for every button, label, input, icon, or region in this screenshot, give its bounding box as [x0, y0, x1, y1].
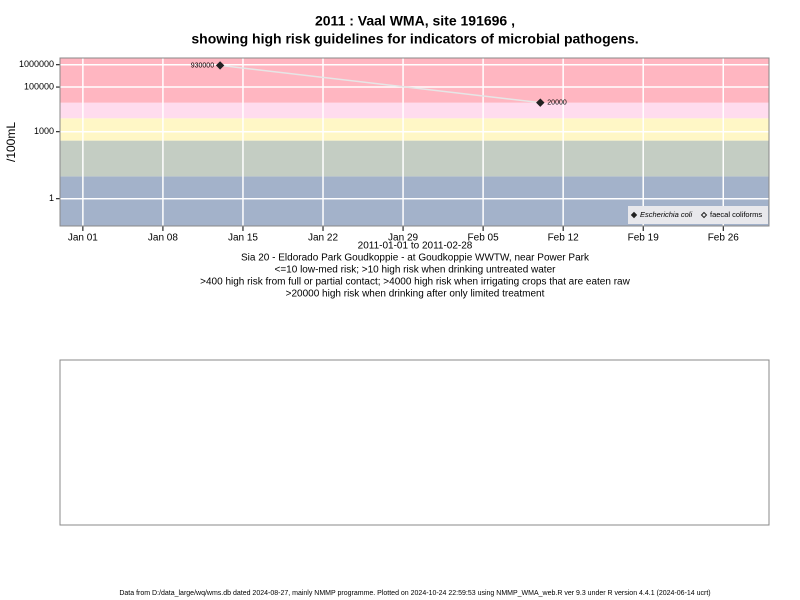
data-point	[536, 98, 545, 107]
note: >400 high risk from full or partial cont…	[200, 277, 630, 288]
chart-title: 2011 : Vaal WMA, site 191696 ,	[315, 13, 515, 29]
plot-frame	[59, 57, 770, 227]
legend-label: Escherichia coli	[640, 210, 692, 219]
risk-band	[60, 140, 769, 177]
legend-box	[628, 206, 768, 224]
chart-title: showing high risk guidelines for indicat…	[191, 31, 638, 47]
y-axis-label: /100mL	[4, 122, 18, 162]
y-tick-label: 1000	[34, 126, 54, 136]
legend-marker	[630, 211, 638, 219]
y-tick-label: 1	[49, 193, 54, 203]
x-tick-label: Feb 26	[708, 233, 740, 244]
data-label: 930000	[191, 62, 214, 69]
data-label: 20000	[547, 100, 567, 107]
x-tick-label: Jan 22	[308, 233, 338, 244]
x-tick-label: Jan 01	[68, 233, 98, 244]
note: Sia 20 - Eldorado Park Goudkoppie - at G…	[241, 253, 590, 264]
note: <=10 low-med risk; >10 high risk when dr…	[275, 265, 557, 276]
legend-label: faecal coliforms	[710, 210, 762, 219]
data-point	[215, 61, 225, 70]
risk-band	[60, 118, 769, 141]
empty-panel	[59, 359, 770, 526]
x-axis-label: 2011-01-01 to 2011-02-28	[358, 241, 473, 252]
legend-marker	[700, 211, 708, 219]
footer: Data from D:/data_large/wq/wms.db dated …	[119, 590, 710, 597]
series-line	[220, 64, 541, 104]
x-tick-label: Feb 05	[468, 233, 500, 244]
x-tick-label: Jan 08	[148, 233, 178, 244]
risk-band	[60, 102, 769, 119]
x-tick-label: Feb 19	[628, 233, 660, 244]
x-tick-label: Jan 29	[388, 233, 418, 244]
y-tick-label: 100000	[24, 81, 54, 91]
note: >20000 high risk when drinking after onl…	[286, 289, 545, 300]
x-tick-label: Jan 15	[228, 233, 258, 244]
x-tick-label: Feb 12	[548, 233, 580, 244]
y-tick-label: 1000000	[19, 59, 54, 69]
